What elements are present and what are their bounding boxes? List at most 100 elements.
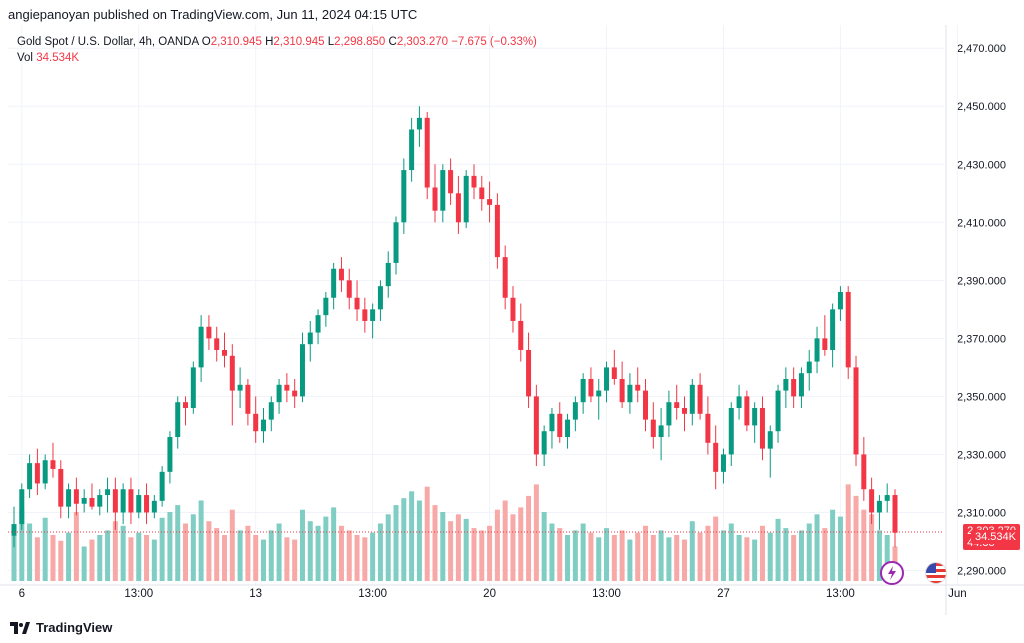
candle-body: [752, 408, 758, 426]
y-tick-label: 2,310.000: [957, 507, 1006, 519]
volume-bar: [681, 539, 687, 581]
candle-body: [136, 495, 142, 513]
volume-bar: [775, 518, 781, 581]
us-flag-icon[interactable]: [925, 562, 947, 584]
candle-body: [681, 408, 687, 414]
candle-body: [167, 437, 173, 472]
volume-bar: [837, 516, 843, 581]
volume-bar: [845, 484, 851, 581]
volume-bar: [284, 537, 290, 581]
candle-body: [377, 286, 383, 310]
volume-bar: [183, 523, 189, 581]
legend-vol-label[interactable]: Vol: [17, 52, 33, 64]
x-tick-label: 6: [19, 588, 25, 600]
legend-volume-row: Vol 34.534K: [17, 50, 537, 66]
candle-body: [720, 454, 726, 472]
chart-legend: Gold Spot / U.S. Dollar, 4h, OANDA O2,31…: [17, 34, 537, 66]
candle-body: [34, 463, 40, 484]
volume-bar: [767, 532, 773, 581]
candle-body: [11, 524, 17, 536]
volume-bar: [736, 535, 742, 581]
volume-bar: [759, 525, 765, 581]
lightning-icon[interactable]: [880, 561, 904, 585]
candle-body: [572, 402, 578, 420]
candle-body: [853, 367, 859, 455]
candle-body: [502, 257, 508, 298]
candle-body: [362, 309, 368, 321]
volume-bar: [42, 517, 48, 581]
y-tick-label: 2,450.000: [957, 101, 1006, 113]
candlestick-chart[interactable]: 2,470.000 2,450.000 2,430.000 2,410.000 2,39…: [0, 25, 1024, 615]
candle-body: [198, 326, 204, 368]
candle-body: [237, 384, 243, 391]
candle-body: [479, 187, 485, 200]
volume-bar: [81, 546, 87, 581]
candle-body: [689, 384, 695, 414]
volume-bar: [557, 528, 563, 581]
volume-bar: [370, 532, 376, 581]
volume-bar: [58, 540, 64, 581]
candle-body: [448, 170, 454, 194]
legend-symbol[interactable]: Gold Spot / U.S. Dollar, 4h, OANDA: [17, 36, 199, 48]
candle-body: [806, 361, 812, 374]
legend-low: 2,298.850: [334, 36, 386, 48]
volume-bar: [650, 535, 656, 581]
volume-bar: [798, 530, 804, 581]
candle-body: [66, 489, 72, 507]
volume-bar: [331, 507, 337, 581]
candle-body: [19, 489, 25, 525]
volume-bar: [674, 535, 680, 581]
volume-bar: [268, 530, 274, 581]
y-tick-label: 2,370.000: [957, 333, 1006, 345]
volume-bar: [338, 525, 344, 581]
candle-body: [487, 199, 493, 205]
candle-body: [292, 390, 298, 397]
volume-bar: [728, 523, 734, 581]
candle-body: [307, 332, 313, 345]
volume-bar: [440, 512, 446, 581]
candle-body: [510, 297, 516, 321]
volume-bar: [791, 535, 797, 581]
volume-bar: [190, 514, 196, 581]
chart-area[interactable]: 2,470.000 2,450.000 2,430.000 2,410.000 2,39…: [0, 25, 1024, 615]
candle-body: [643, 390, 649, 420]
legend-high: 2,310.945: [273, 36, 325, 48]
legend-change: −7.675 (−0.33%): [451, 36, 537, 48]
candle-body: [354, 297, 360, 310]
x-tick-label: 20: [483, 588, 496, 600]
y-tick-label: 2,410.000: [957, 217, 1006, 229]
volume-bar: [260, 539, 266, 581]
candle-body: [494, 204, 500, 258]
candle-body: [814, 338, 820, 362]
footer-brand[interactable]: TradingView: [10, 620, 112, 635]
candle-body: [533, 396, 539, 455]
volume-bar: [502, 500, 508, 581]
candle-body: [845, 291, 851, 368]
volume-bar: [869, 514, 875, 581]
volume-bar: [448, 521, 454, 581]
volume-bar: [222, 535, 228, 581]
volume-bar: [237, 530, 243, 581]
candle-body: [245, 384, 251, 414]
candle-body: [299, 344, 305, 397]
candle-body: [331, 268, 337, 298]
volume-bar: [588, 532, 594, 581]
volume-bar: [494, 509, 500, 581]
candle-body: [830, 309, 836, 350]
volume-bar: [627, 539, 633, 581]
volume-bar: [853, 495, 859, 581]
candle-body: [455, 193, 461, 223]
volume-bar: [526, 495, 532, 581]
candle-body: [385, 262, 391, 287]
legend-vol-value: 34.534K: [36, 52, 80, 64]
candle-body: [315, 315, 321, 333]
candle-body: [557, 413, 563, 438]
candle-body: [744, 396, 750, 426]
candle-body: [892, 495, 898, 533]
volume-bar: [276, 523, 282, 581]
volume-bar: [175, 505, 181, 581]
footer-brand-text: TradingView: [36, 620, 113, 635]
volume-bar: [144, 535, 150, 581]
candle-body: [604, 367, 610, 391]
candle-body: [713, 442, 719, 472]
